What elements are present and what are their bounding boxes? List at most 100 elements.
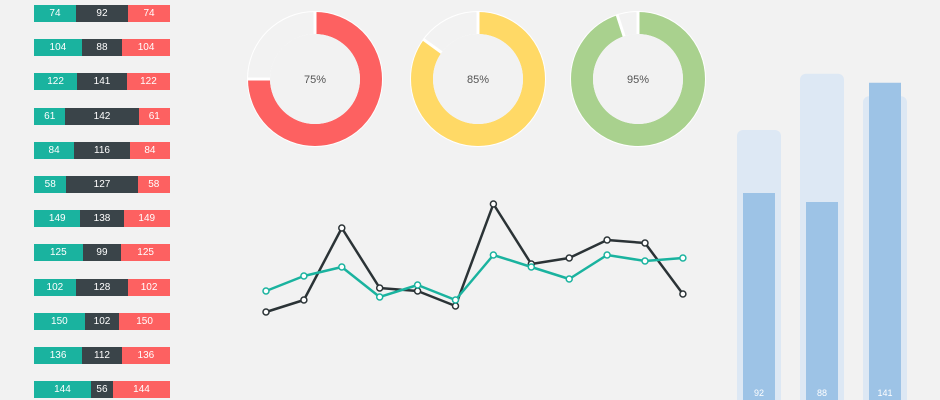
stacked-bar-row: 122 141 122 [34,73,170,91]
line-point [565,254,573,262]
segment-dark: 88 [81,39,123,57]
stacked-bar-row: 58 127 58 [34,176,170,193]
segment-red: 144 [113,381,170,399]
column: 141 [863,82,907,400]
column-label: 141 [877,388,892,398]
donut-hole [593,34,683,124]
stacked-bar-row: 144 56 144 [34,381,170,399]
segment-teal: 125 [34,244,83,262]
line-point [300,272,308,280]
segment-dark: 116 [74,141,130,159]
donut-slice [571,12,705,146]
line-path [265,202,684,314]
column-background [800,73,844,400]
line-point [451,302,460,310]
donut-label: 85% [467,74,489,86]
column: 88 [800,73,844,400]
stacked-bar-row: 74 92 74 [34,5,170,22]
donut-track [248,12,382,146]
segment-dark: 112 [82,347,122,364]
segment-teal: 61 [34,107,66,125]
stacked-bar-chart: 74 92 74 104 88 104 122 141 122 61 142 61 84 116 84 58 1… [0,0,200,400]
column-background [863,96,907,400]
donut-track [571,12,705,146]
donut-hole [433,34,523,124]
line-point [262,308,270,316]
donut-outer-ring [570,11,706,147]
line-point [413,287,422,295]
line-point [679,254,687,262]
donut-label: 75% [304,74,326,86]
segment-dark: 99 [82,244,122,262]
segment-dark: 141 [77,73,127,91]
donut-slice [248,12,382,146]
column-background [737,130,781,400]
stacked-bar-row: 150 102 150 [34,312,170,330]
segment-red: 74 [128,5,170,22]
segment-teal: 104 [34,39,82,57]
segment-red: 122 [126,73,170,91]
segment-dark: 102 [84,312,120,330]
segment-teal: 122 [34,73,78,91]
line-point [603,251,611,259]
segment-red: 125 [121,244,170,262]
segment-dark: 128 [75,278,129,296]
donut-slice [411,12,545,146]
donut-hole [270,34,360,124]
segment-teal: 150 [34,312,85,330]
column-label: 88 [817,388,827,398]
donut-chart: 95% [570,11,706,147]
line-path [265,253,683,302]
segment-teal: 74 [34,5,76,22]
line-point [527,263,536,271]
segment-red: 104 [122,39,170,57]
line-point [375,284,384,292]
stacked-bar-row: 125 99 125 [34,244,170,262]
line-point [565,275,573,283]
line-point [300,296,308,304]
column-bar [743,193,775,400]
stacked-bar-row: 61 142 61 [34,107,170,125]
segment-red: 136 [121,347,170,364]
column-bar [806,202,838,400]
stacked-bar-row: 84 116 84 [34,141,170,159]
segment-dark: 56 [90,381,114,399]
stacked-bar-row: 104 88 104 [34,39,170,57]
line-point [527,260,536,268]
column-label: 92 [754,388,764,398]
line-point [489,200,498,208]
segment-dark: 142 [65,107,139,125]
line-point [375,293,384,301]
donut-track [411,12,545,146]
segment-dark: 92 [75,5,129,22]
segment-dark: 138 [80,210,124,228]
segment-teal: 136 [34,347,83,364]
line-point [338,224,346,232]
segment-red: 61 [138,107,170,125]
segment-red: 58 [137,176,170,193]
donut-chart: 85% [410,11,546,147]
stacked-bar-row: 102 128 102 [34,278,170,296]
column: 92 [737,130,781,400]
column-bar [869,82,901,400]
stacked-bar-row: 136 112 136 [34,347,170,364]
segment-teal: 58 [34,176,67,193]
line-point [262,287,270,295]
segment-red: 102 [128,278,170,296]
segment-teal: 102 [34,278,76,296]
segment-teal: 144 [34,381,91,399]
stacked-bar-row: 149 138 149 [34,210,170,228]
line-point [641,257,649,265]
line-point [451,296,460,304]
line-point [679,290,687,298]
segment-teal: 84 [34,141,75,159]
segment-teal: 149 [34,210,81,228]
segment-red: 84 [129,141,170,159]
line-point [489,251,498,259]
donut-separator [422,37,444,55]
segment-red: 149 [123,210,170,228]
donut-chart: 75% [247,11,383,147]
segment-red: 150 [119,312,170,330]
donut-separator [615,13,626,38]
line-point [603,236,611,244]
